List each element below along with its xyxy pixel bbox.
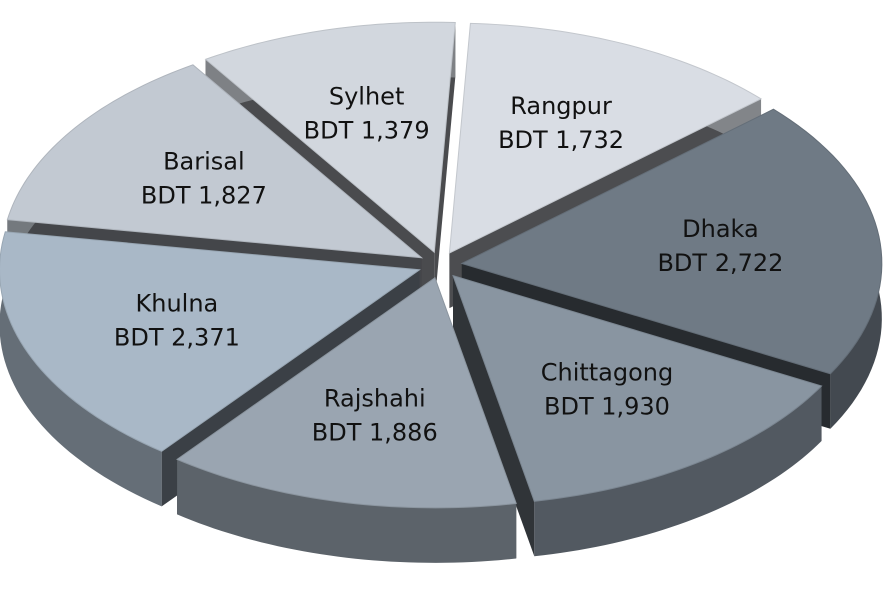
slice (176, 277, 517, 563)
slice-value-label: BDT 1,379 (304, 117, 430, 145)
slice-value-label: BDT 1,930 (544, 393, 670, 421)
slice-category: Rangpur (510, 92, 612, 120)
slice-value-label: BDT 1,827 (141, 182, 267, 210)
slice-side (434, 22, 456, 308)
slice-top (460, 108, 883, 375)
slice-value-label: BDT 2,371 (114, 324, 240, 352)
slice-top (0, 231, 421, 452)
slice-top (448, 22, 763, 254)
slice-category: Dhaka (682, 215, 759, 243)
slice-value-label: BDT 2,722 (657, 249, 783, 277)
slice (452, 274, 823, 557)
slice-wall (0, 231, 162, 507)
slice-top (204, 21, 456, 254)
slice-category: Barisal (163, 148, 245, 176)
slice-top (176, 277, 517, 509)
slice-top (452, 274, 823, 502)
slice-value-label: BDT 1,886 (312, 419, 438, 447)
slice-wall (534, 385, 822, 557)
slice-category: Sylhet (329, 83, 405, 111)
slice-top (6, 64, 424, 259)
slice-value-label: BDT 1,732 (498, 126, 624, 154)
slice-category: Rajshahi (324, 385, 426, 413)
slice-side (453, 275, 535, 557)
slice-wall (177, 459, 517, 563)
slice-category: Chittagong (541, 359, 674, 387)
slice-category: Khulna (136, 290, 219, 318)
